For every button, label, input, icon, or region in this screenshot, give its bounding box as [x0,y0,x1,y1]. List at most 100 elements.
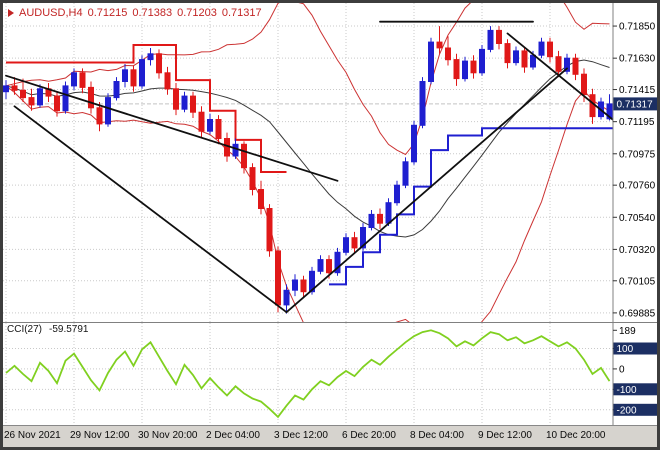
candle-body [232,143,239,157]
candle-body [521,50,528,68]
trendline[interactable] [285,67,568,314]
cci-scale-label: 0 [619,364,625,375]
cci-level-label: -100 [617,385,637,396]
candle-body [139,59,145,87]
price-label: 0.70975 [619,149,656,160]
candle-body [54,95,60,112]
candle-body [147,53,154,61]
candle-body [606,103,613,120]
cci-level-box [613,403,657,416]
candle-body [368,213,375,228]
candle-body [258,189,264,209]
indicator-name: CCI(27) [7,324,43,335]
indicator-value: -59.5791 [49,324,89,335]
candle-body [555,56,562,72]
quote-open: 0.71215 [87,7,128,19]
cci-level-box [613,383,657,396]
candle-body [402,161,409,186]
candle-body [105,97,111,125]
time-label: 6 Dec 20:00 [342,430,396,441]
price-label: 0.71850 [619,22,656,33]
price-axis[interactable] [613,3,657,425]
symbol-marker-icon [8,9,14,17]
current-price-label: 0.71317 [617,99,654,110]
time-label: 30 Nov 20:00 [138,430,198,441]
cci-line [5,329,611,419]
candle-body [130,69,137,87]
candle-body [173,88,179,110]
candle-body [504,43,511,64]
price-label: 0.70105 [619,276,656,287]
candle-body [538,41,545,56]
price-label: 0.71415 [619,85,656,96]
candle-body [436,41,443,49]
candle-body [79,72,86,88]
cci-level-box [613,342,657,355]
price-label: 0.70320 [619,245,656,256]
candle-body [241,143,247,169]
time-label: 29 Nov 12:00 [70,430,130,441]
candle-body [28,97,35,106]
candle-body [530,54,536,68]
upper-band-line [5,3,610,156]
candle-body [249,167,256,191]
quote-header: AUDUSD,H4 0.71215 0.71383 0.71203 0.7131… [8,7,262,19]
candle-body [88,86,94,109]
time-label: 26 Nov 2021 [4,430,61,441]
candle-body [428,41,434,82]
time-label: 2 Dec 04:00 [206,430,260,441]
candle-body [411,124,417,163]
chart-background [3,3,657,425]
time-label: 8 Dec 04:00 [410,430,464,441]
candle-body [547,41,553,58]
time-label: 3 Dec 12:00 [274,430,328,441]
candle-body [198,111,205,132]
candle-body [564,57,570,72]
candle-body [589,94,596,118]
candle-body [181,95,188,110]
candle-body [37,88,43,106]
candle-body [419,81,426,126]
candle-body [266,208,273,252]
cci-level-label: 100 [617,344,634,355]
trendline[interactable] [13,105,288,314]
price-label: 0.70760 [619,181,656,192]
chart-surface[interactable]: 0.71850 0.71630 0.71415 0.71195 0.70975 0.707… [3,3,657,426]
candle-body [207,119,213,132]
candle-body [164,72,171,90]
candle-body [445,47,451,61]
candle-body [190,95,196,113]
candle-body [334,251,341,274]
price-label: 0.70540 [619,213,656,224]
time-label: 10 Dec 20:00 [546,430,606,441]
candle-body [394,184,400,204]
current-price-box [613,97,657,111]
candle-body [300,279,307,293]
time-axis[interactable]: 26 Nov 2021 29 Nov 12:00 30 Nov 20:00 2 Dec… [3,425,657,447]
trendline[interactable] [5,74,339,182]
cci-scale-label: 189 [619,326,636,337]
candle-body [215,119,222,139]
candle-body [283,289,290,306]
down-trend-step-line [6,44,287,173]
candle-body [309,270,315,293]
candle-body [62,85,69,112]
trendline[interactable] [506,32,619,124]
price-label: 0.69885 [619,308,656,319]
candle-body [326,259,332,274]
quote-low: 0.71203 [177,7,217,19]
candles [3,26,613,314]
indicator-label: CCI(27) -59.5791 [7,324,89,335]
candle-body [275,250,281,306]
price-label: 0.71195 [619,117,655,128]
candle-body [96,107,103,125]
quote-high: 0.71383 [132,7,173,19]
candle-body [513,50,519,64]
candle-body [20,89,26,99]
quote-close: 0.71317 [221,7,262,19]
candle-body [377,213,383,224]
candle-body [113,81,120,99]
candle-body [572,57,579,75]
candle-body [122,69,128,83]
candle-body [470,60,477,74]
